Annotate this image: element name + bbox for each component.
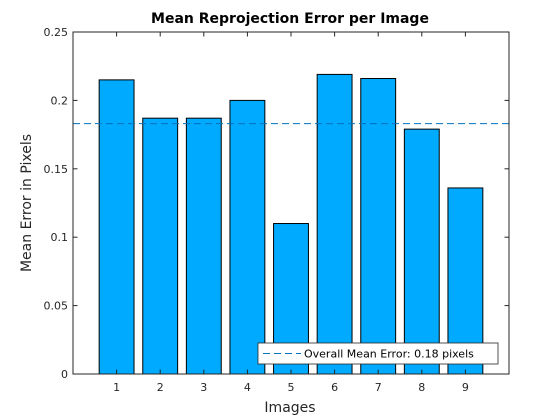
y-tick-label: 0.2	[51, 94, 69, 107]
legend-entry-label: Overall Mean Error: 0.18 pixels	[304, 348, 474, 361]
legend-box	[257, 342, 499, 365]
y-axis-label: Mean Error in Pixels	[19, 134, 35, 272]
bar-image-8	[403, 128, 440, 375]
bar-image-2	[142, 117, 179, 375]
y-tick-label: 0.25	[44, 26, 69, 39]
y-axis-ticks: 0 0.05 0.1 0.15 0.2 0.25	[44, 26, 509, 381]
legend: Overall Mean Error: 0.18 pixels	[257, 342, 499, 365]
y-tick-label: 0.05	[44, 300, 69, 313]
bar-image-3	[185, 117, 222, 375]
x-tick-label: 6	[331, 381, 338, 394]
bar-image-7	[360, 78, 397, 375]
y-tick-label: 0	[61, 368, 68, 381]
x-tick-label: 5	[288, 381, 295, 394]
x-tick-label: 9	[462, 381, 469, 394]
x-tick-label: 3	[200, 381, 207, 394]
bar-image-4	[229, 99, 266, 375]
bars-group	[98, 73, 484, 375]
x-tick-label: 7	[375, 381, 382, 394]
chart-title: Mean Reprojection Error per Image	[151, 11, 429, 27]
y-tick-label: 0.1	[51, 231, 69, 244]
x-axis-label: Images	[264, 400, 315, 416]
bar-image-6	[316, 73, 353, 375]
y-tick-label: 0.15	[44, 163, 69, 176]
x-tick-label: 8	[418, 381, 425, 394]
x-tick-label: 4	[244, 381, 251, 394]
x-axis-ticks: 1 2 3 4 5 6 7 8 9	[113, 32, 469, 394]
bar-image-1	[98, 79, 135, 375]
x-tick-label: 1	[113, 381, 120, 394]
x-tick-label: 2	[157, 381, 164, 394]
